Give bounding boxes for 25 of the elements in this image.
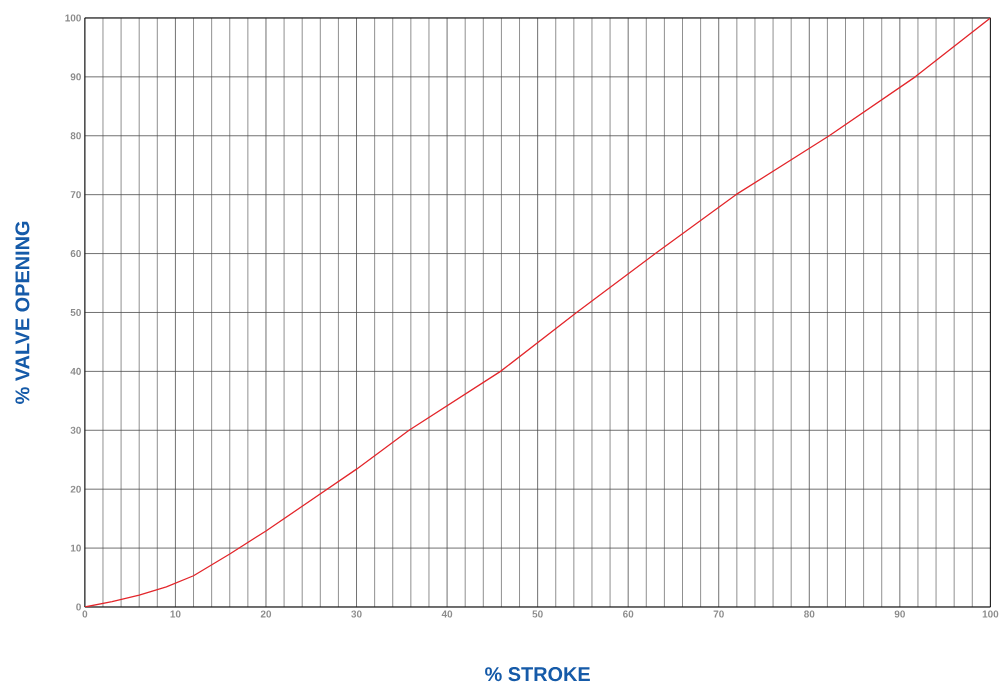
x-tick-label: 100 xyxy=(982,610,999,618)
x-tick-label: 0 xyxy=(82,610,88,618)
x-tick-label: 70 xyxy=(713,610,724,618)
y-tick-label: 100 xyxy=(65,14,81,22)
y-tick-label: 90 xyxy=(70,73,81,81)
x-tick-label: 40 xyxy=(441,610,453,618)
x-tick-label: 10 xyxy=(170,610,181,618)
y-tick-label: 30 xyxy=(70,426,81,434)
y-tick-label: 60 xyxy=(70,250,81,258)
y-tick-label: 20 xyxy=(70,485,81,493)
y-tick-label: 10 xyxy=(70,544,81,552)
y-axis-title: % VALVE OPENING xyxy=(15,221,30,404)
y-tick-label: 0 xyxy=(76,603,81,611)
line-series xyxy=(84,18,991,608)
y-tick-label: 50 xyxy=(70,309,81,317)
y-tick-label: 70 xyxy=(70,191,81,199)
x-tick-label: 60 xyxy=(623,610,634,618)
x-tick-label: 50 xyxy=(532,610,543,618)
x-tick-label: 30 xyxy=(351,610,362,618)
y-tick-label: 80 xyxy=(70,132,81,140)
x-axis-title: % STROKE xyxy=(485,667,590,682)
y-tick-label: 40 xyxy=(70,367,81,375)
x-tick-label: 80 xyxy=(804,610,815,618)
x-tick-label: 20 xyxy=(260,610,272,618)
x-tick-label: 90 xyxy=(894,610,905,618)
